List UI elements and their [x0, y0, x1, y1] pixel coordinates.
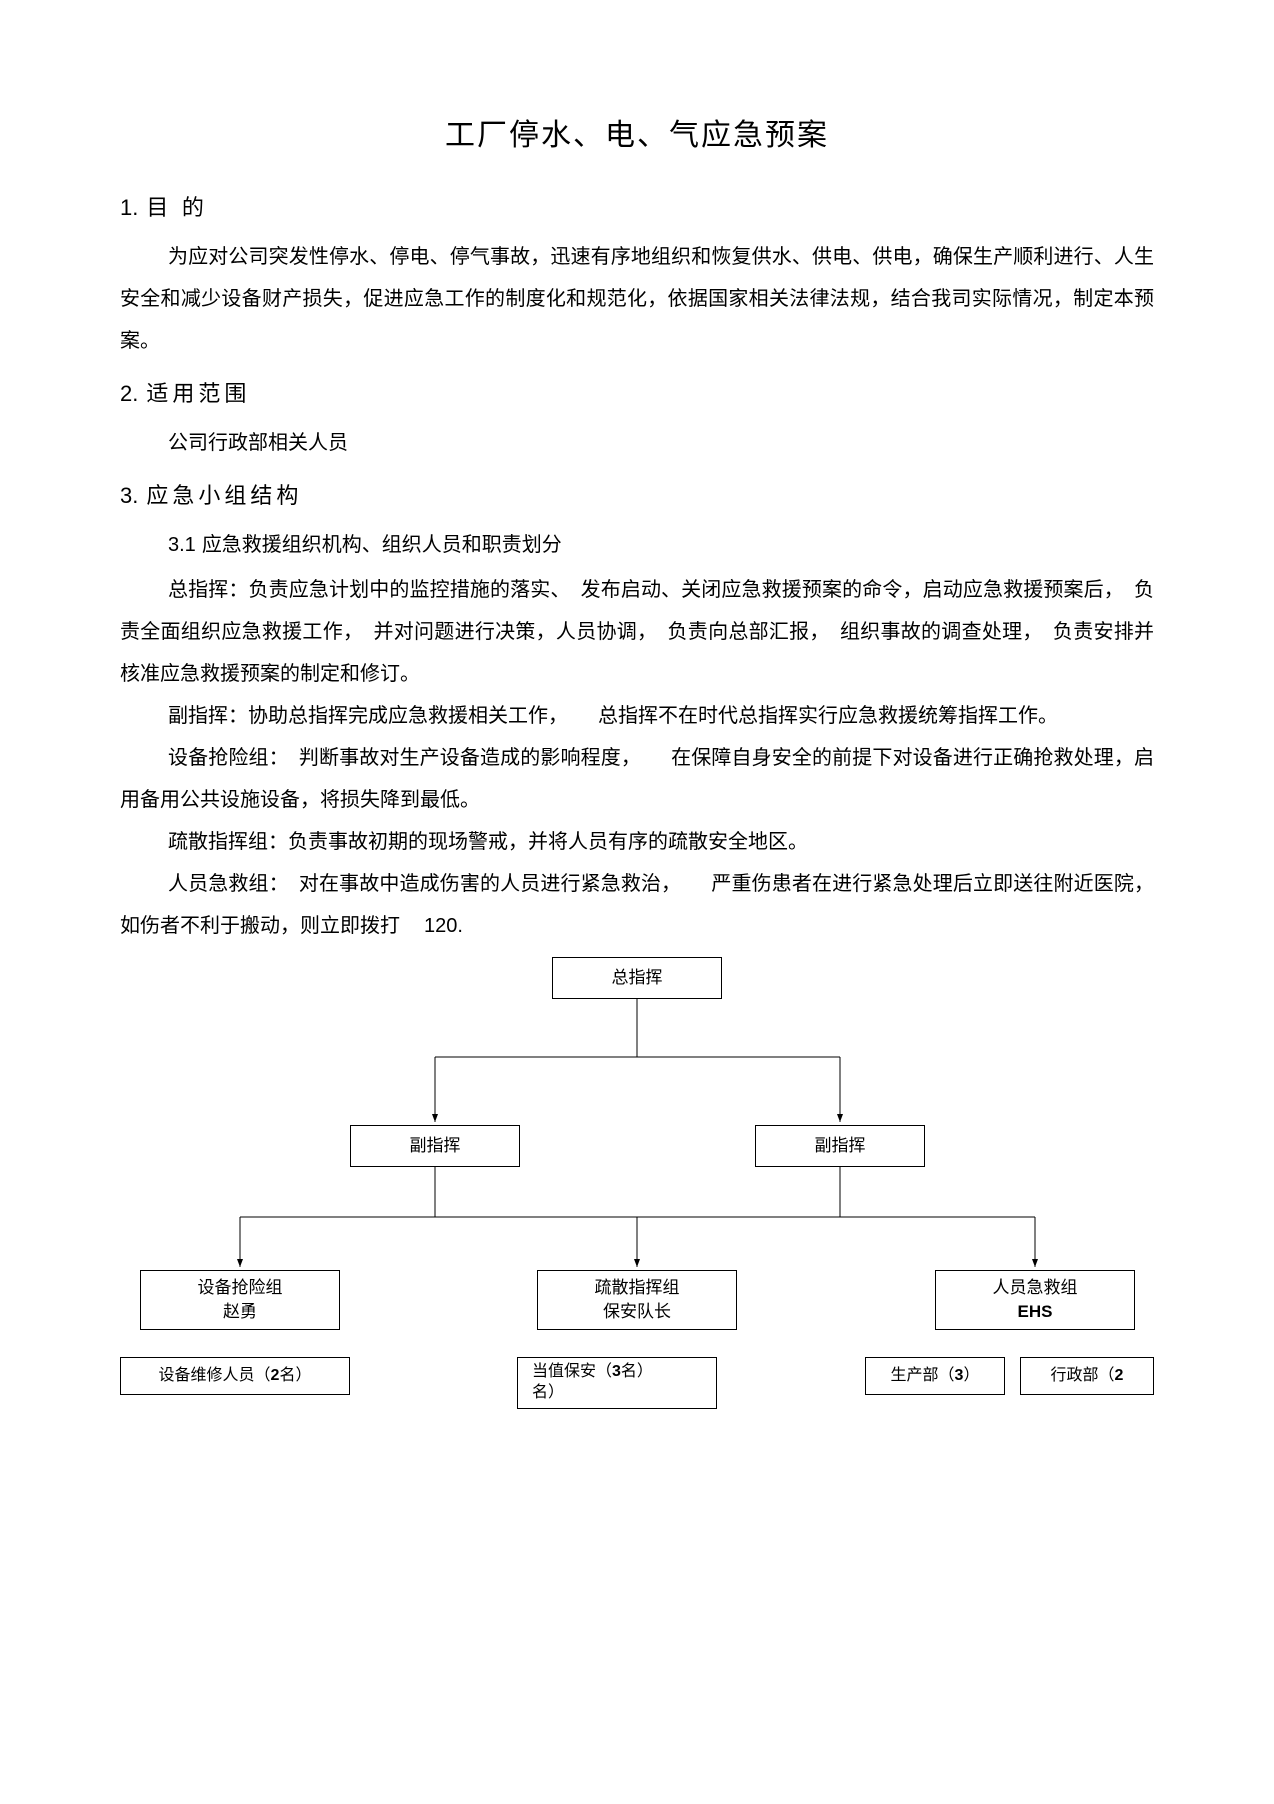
org-node-commander-label: 总指挥	[612, 966, 663, 990]
org-leaf-admin: 行政部（2	[1020, 1357, 1154, 1395]
org-leaf-maintenance: 设备维修人员（2名）	[120, 1357, 350, 1395]
org-node-equipment-team: 设备抢险组 赵勇	[140, 1270, 340, 1330]
org-node-deputy-left-label: 副指挥	[410, 1134, 461, 1158]
org-node-deputy-left: 副指挥	[350, 1125, 520, 1167]
section-3-heading: 3. 应急小组结构	[120, 478, 1154, 510]
org-leaf-maintenance-a: 设备维修人员（	[159, 1367, 271, 1384]
org-node-firstaid-team-line2: EHS	[1018, 1300, 1053, 1324]
section-3-1-heading: 3.1 应急救援组织机构、组织人员和职责划分	[120, 528, 1154, 557]
org-node-evacuation-team: 疏散指挥组 保安队长	[537, 1270, 737, 1330]
section-3-head: 应急小组结构	[146, 483, 302, 508]
para-equipment-team: 设备抢险组： 判断事故对生产设备造成的影响程度， 在保障自身安全的前提下对设备进…	[120, 737, 1154, 821]
org-leaf-security-num: 3	[612, 1363, 621, 1380]
org-node-equipment-team-line1: 设备抢险组	[198, 1276, 283, 1300]
org-node-commander: 总指挥	[552, 957, 722, 999]
org-chart: 总指挥 副指挥 副指挥 设备抢险组 赵勇 疏散指挥组 保安队长 人员	[120, 957, 1154, 1437]
section-2-head: 适用范围	[146, 381, 250, 406]
section-3-1-head: 应急救援组织机构、组织人员和职责划分	[202, 534, 562, 556]
section-1-heading: 1. 目 的	[120, 190, 1154, 222]
section-3-num: 3.	[120, 483, 138, 508]
section-1-para: 为应对公司突发性停水、停电、停气事故，迅速有序地组织和恢复供水、供电、供电，确保…	[120, 236, 1154, 362]
org-leaf-security-label-line1: 当值保安（3名）	[532, 1362, 653, 1383]
para-commander: 总指挥：负责应急计划中的监控措施的落实、 发布启动、关闭应急救援预案的命令，启动…	[120, 569, 1154, 695]
org-leaf-maintenance-c: 名）	[279, 1367, 311, 1384]
org-chart-canvas: 总指挥 副指挥 副指挥 设备抢险组 赵勇 疏散指挥组 保安队长 人员	[120, 957, 1154, 1437]
org-leaf-production: 生产部（3）	[865, 1357, 1005, 1395]
org-node-equipment-team-line2: 赵勇	[223, 1300, 257, 1324]
org-leaf-production-label: 生产部（3）	[891, 1366, 980, 1387]
para-deputy: 副指挥：协助总指挥完成应急救援相关工作， 总指挥不在时代总指挥实行应急救援统筹指…	[120, 695, 1154, 737]
emergency-number: 120.	[424, 915, 463, 937]
org-leaf-security-c: 名）	[621, 1363, 653, 1380]
doc-title: 工厂停水、电、气应急预案	[120, 110, 1154, 154]
section-2-num: 2.	[120, 381, 138, 406]
section-2-para: 公司行政部相关人员	[120, 422, 1154, 464]
org-leaf-admin-a: 行政部（	[1051, 1367, 1115, 1384]
org-node-evacuation-team-line2: 保安队长	[603, 1300, 671, 1324]
org-node-firstaid-team: 人员急救组 EHS	[935, 1270, 1135, 1330]
section-1-num: 1.	[120, 195, 138, 220]
org-node-evacuation-team-line1: 疏散指挥组	[595, 1276, 680, 1300]
org-leaf-security: 当值保安（3名） 名）	[517, 1357, 717, 1409]
page: 工厂停水、电、气应急预案 1. 目 的 为应对公司突发性停水、停电、停气事故，迅速…	[0, 0, 1274, 1804]
org-leaf-admin-label: 行政部（2	[1051, 1366, 1124, 1387]
org-leaf-production-c: ）	[963, 1367, 979, 1384]
org-leaf-maintenance-label: 设备维修人员（2名）	[159, 1366, 312, 1387]
org-leaf-production-a: 生产部（	[891, 1367, 955, 1384]
para-firstaid-text: 人员急救组： 对在事故中造成伤害的人员进行紧急救治， 严重伤患者在进行紧急处理后…	[120, 873, 1154, 937]
section-1-head: 目 的	[146, 195, 208, 220]
org-leaf-security-label-line2: 名）	[532, 1383, 564, 1404]
section-2-heading: 2. 适用范围	[120, 376, 1154, 408]
org-node-deputy-right: 副指挥	[755, 1125, 925, 1167]
org-leaf-security-a: 当值保安（	[532, 1363, 612, 1380]
section-3-1-num: 3.1	[168, 534, 196, 556]
para-evacuation-team: 疏散指挥组：负责事故初期的现场警戒，并将人员有序的疏散安全地区。	[120, 821, 1154, 863]
org-leaf-admin-num: 2	[1115, 1367, 1124, 1384]
para-firstaid-team: 人员急救组： 对在事故中造成伤害的人员进行紧急救治， 严重伤患者在进行紧急处理后…	[120, 863, 1154, 947]
org-node-deputy-right-label: 副指挥	[815, 1134, 866, 1158]
org-node-firstaid-team-line1: 人员急救组	[993, 1276, 1078, 1300]
